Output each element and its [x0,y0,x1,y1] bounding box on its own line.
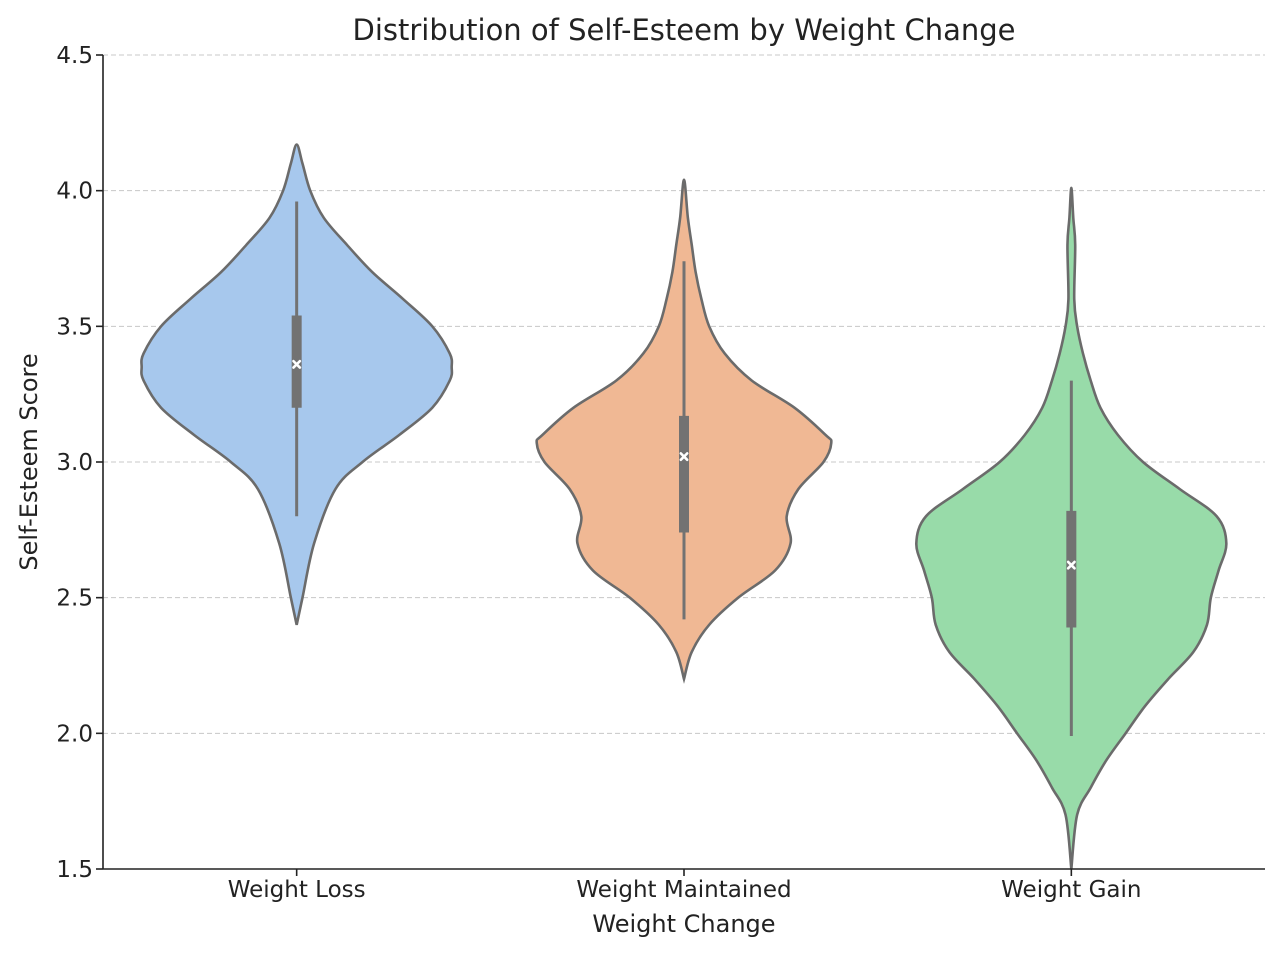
median-marker [292,359,302,369]
median-marker [1066,560,1076,570]
violin-group [915,186,1228,870]
violin-layer [140,143,1228,870]
chart-title: Distribution of Self-Esteem by Weight Ch… [353,13,1016,47]
violin-group [535,178,833,684]
y-tick-label: 4.0 [56,179,93,205]
y-tick-label: 2.0 [56,721,93,747]
y-tick-label: 1.5 [56,857,93,883]
x-tick-label: Weight Loss [228,877,366,903]
x-tick-label: Weight Gain [1001,877,1141,903]
x-axis-title: Weight Change [592,910,775,938]
violin-group [140,143,454,626]
axis-layer: 1.5 2.0 2.5 3.0 3.5 4.0 4.5 Weight Loss Weight M… [56,43,1265,903]
y-tick-label: 4.5 [56,43,93,69]
median-marker [679,452,689,462]
y-tick-label: 3.0 [56,450,93,476]
x-tick-label: Weight Maintained [576,877,791,903]
y-tick-label: 2.5 [56,586,93,612]
y-axis-title: Self-Esteem Score [15,353,43,570]
y-tick-label: 3.5 [56,314,93,340]
